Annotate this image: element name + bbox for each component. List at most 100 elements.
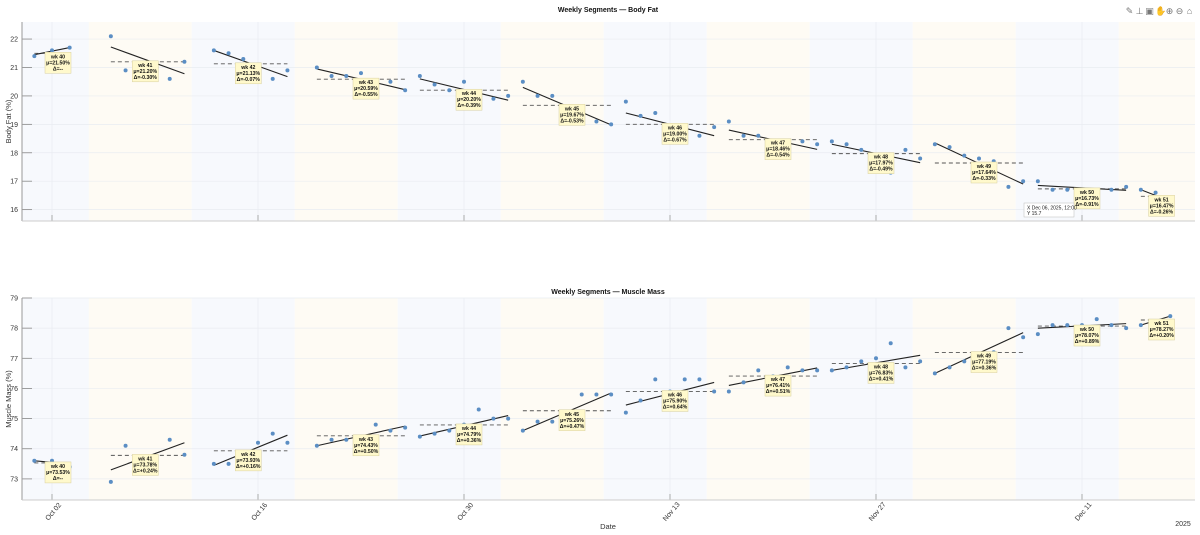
data-point[interactable] <box>594 392 599 397</box>
data-point[interactable] <box>167 76 172 81</box>
data-point[interactable] <box>491 416 496 421</box>
week-segment[interactable]: wk 41μ=21.20%Δ=-0.30% <box>108 34 187 83</box>
data-point[interactable] <box>1006 184 1011 189</box>
data-point[interactable] <box>653 110 658 115</box>
data-point[interactable] <box>609 122 614 127</box>
data-point[interactable] <box>506 93 511 98</box>
brush-icon[interactable]: ✎ <box>1125 6 1134 16</box>
data-point[interactable] <box>609 392 614 397</box>
data-point[interactable] <box>1035 332 1040 337</box>
data-point[interactable] <box>1050 323 1055 328</box>
data-point[interactable] <box>1094 317 1099 322</box>
data-point[interactable] <box>623 99 628 104</box>
data-point[interactable] <box>226 461 231 466</box>
data-point[interactable] <box>285 68 290 73</box>
data-point[interactable] <box>270 76 275 81</box>
data-point[interactable] <box>741 133 746 138</box>
data-point[interactable] <box>1021 179 1026 184</box>
data-point[interactable] <box>1138 323 1143 328</box>
week-segment[interactable]: wk 50μ=16.73%Δ=-0.91% <box>1035 179 1129 210</box>
data-point[interactable] <box>123 443 128 448</box>
data-point[interactable] <box>903 365 908 370</box>
data-point[interactable] <box>1109 323 1114 328</box>
week-segment[interactable]: wk 46μ=19.00%Δ=-0.67% <box>623 99 717 145</box>
data-point[interactable] <box>388 428 393 433</box>
data-point[interactable] <box>1124 184 1129 189</box>
data-point[interactable] <box>535 419 540 424</box>
data-point[interactable] <box>520 79 525 84</box>
data-point[interactable] <box>829 368 834 373</box>
data-point[interactable] <box>241 56 246 61</box>
week-segment[interactable]: wk 43μ=74.43%Δ=+0.50% <box>314 422 408 457</box>
week-segment[interactable]: wk 51μ=78.27%Δ=+0.20% <box>1138 314 1175 341</box>
data-point[interactable] <box>520 428 525 433</box>
data-point[interactable] <box>962 153 967 158</box>
data-point[interactable] <box>403 425 408 430</box>
week-segment[interactable]: wk 43μ=20.59%Δ=-0.55% <box>314 65 408 100</box>
data-point[interactable] <box>550 93 555 98</box>
data-point[interactable] <box>726 389 731 394</box>
export-icon[interactable]: ▣ <box>1145 6 1154 16</box>
week-segment[interactable]: wk 40μ=73.53%Δ=-- <box>32 458 72 484</box>
week-segment[interactable]: wk 49μ=17.64%Δ=-0.33% <box>932 142 1026 189</box>
data-point[interactable] <box>432 431 437 436</box>
data-point[interactable] <box>1109 187 1114 192</box>
zoom-in-icon[interactable]: ⊕ <box>1165 6 1174 16</box>
week-segment[interactable]: wk 44μ=74.79%Δ=+0.36% <box>417 407 511 446</box>
data-point[interactable] <box>123 68 128 73</box>
data-point[interactable] <box>373 422 378 427</box>
data-point[interactable] <box>167 437 172 442</box>
data-point[interactable] <box>1168 314 1173 319</box>
data-point[interactable] <box>447 88 452 93</box>
data-point[interactable] <box>682 377 687 382</box>
data-point[interactable] <box>697 377 702 382</box>
data-point[interactable] <box>1124 326 1129 331</box>
week-segment[interactable]: wk 47μ=18.46%Δ=-0.54% <box>726 119 820 160</box>
data-point[interactable] <box>638 113 643 118</box>
data-point[interactable] <box>388 79 393 84</box>
data-point[interactable] <box>859 359 864 364</box>
data-point[interactable] <box>756 133 761 138</box>
data-point[interactable] <box>270 431 275 436</box>
week-segment[interactable]: wk 50μ=78.07%Δ=+0.89% <box>1035 317 1129 347</box>
data-point[interactable] <box>491 96 496 101</box>
zoom-out-icon[interactable]: ⊖ <box>1175 6 1184 16</box>
data-point[interactable] <box>697 133 702 138</box>
data-point[interactable] <box>623 410 628 415</box>
data-point[interactable] <box>314 443 319 448</box>
data-point[interactable] <box>918 359 923 364</box>
data-point[interactable] <box>108 479 113 484</box>
data-point[interactable] <box>932 371 937 376</box>
data-point[interactable] <box>815 368 820 373</box>
data-point[interactable] <box>918 156 923 161</box>
data-point[interactable] <box>108 34 113 39</box>
week-segment[interactable]: wk 45μ=19.67%Δ=-0.53% <box>520 79 614 127</box>
data-point[interactable] <box>344 74 349 79</box>
data-point[interactable] <box>211 48 216 53</box>
week-segment[interactable]: wk 49μ=77.19%Δ=+0.36% <box>932 326 1026 376</box>
data-point[interactable] <box>844 365 849 370</box>
data-point[interactable] <box>653 377 658 382</box>
data-point[interactable] <box>726 119 731 124</box>
data-point[interactable] <box>1065 187 1070 192</box>
data-point[interactable] <box>859 147 864 152</box>
data-point[interactable] <box>712 125 717 130</box>
data-point[interactable] <box>476 407 481 412</box>
home-icon[interactable]: ⌂ <box>1186 6 1193 16</box>
data-point[interactable] <box>182 452 187 457</box>
data-point[interactable] <box>594 119 599 124</box>
data-point[interactable] <box>829 139 834 144</box>
data-point[interactable] <box>888 341 893 346</box>
data-point[interactable] <box>1006 326 1011 331</box>
data-point[interactable] <box>785 365 790 370</box>
data-tip[interactable]: X Dec 06, 2025, 12:00 Y 15.7 <box>1023 202 1077 218</box>
data-point[interactable] <box>741 380 746 385</box>
data-point[interactable] <box>1138 187 1143 192</box>
data-point[interactable] <box>67 45 72 50</box>
data-point[interactable] <box>50 48 54 53</box>
week-segment[interactable]: wk 40μ=21.50%Δ=-- <box>32 45 72 74</box>
week-segment[interactable]: wk 42μ=21.13%Δ=-0.07% <box>211 48 290 85</box>
data-point[interactable] <box>432 82 437 87</box>
data-point[interactable] <box>947 365 952 370</box>
data-point[interactable] <box>844 142 849 147</box>
